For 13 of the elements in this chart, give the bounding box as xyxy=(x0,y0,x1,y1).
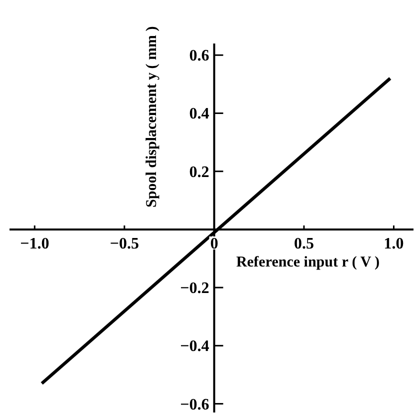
x-tick-label: 0.5 xyxy=(294,235,314,252)
x-tick-label: 0 xyxy=(210,235,218,252)
x-axis-title: Reference input r ( V ) xyxy=(236,254,380,270)
y-tick-label: −0.6 xyxy=(180,396,210,414)
y-tick-label: 0.6 xyxy=(189,48,210,65)
y-tick-label: 0.4 xyxy=(189,106,210,123)
y-tick-label: 0.2 xyxy=(189,164,210,181)
x-tick-label: 1.0 xyxy=(384,235,404,252)
y-tick-label: −0.4 xyxy=(180,338,210,356)
y-tick-label: −0.2 xyxy=(180,280,210,298)
y-axis-title: Spool displacement y ( mm ) xyxy=(144,26,160,208)
x-tick-label: −0.5 xyxy=(110,235,139,252)
x-tick-label: −1.0 xyxy=(20,235,50,252)
